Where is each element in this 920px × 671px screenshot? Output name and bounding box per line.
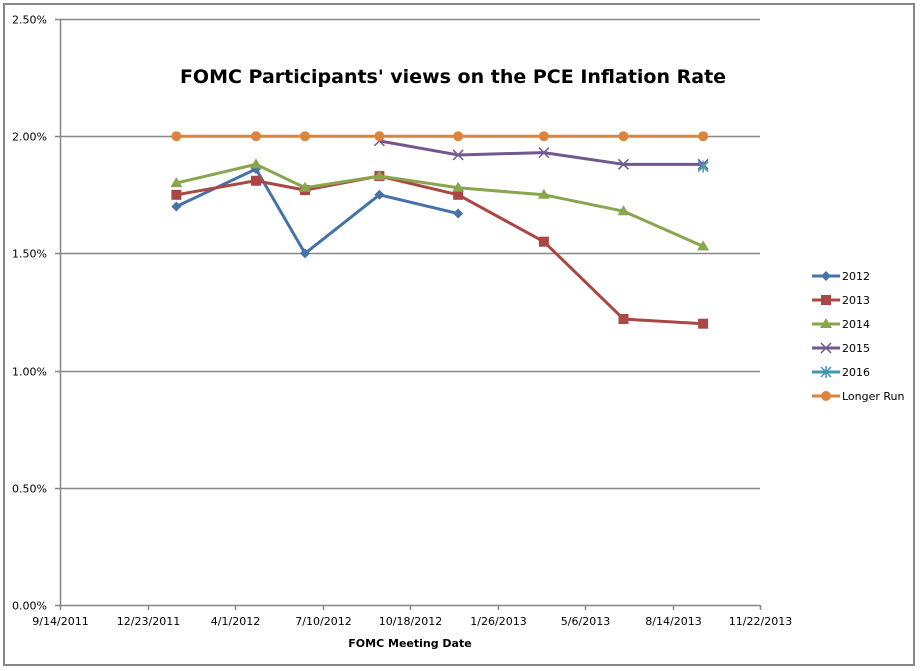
data-point [618, 131, 629, 142]
y-axis-ticks: 0.00% 0.50% 1.00% 1.50% 2.00% 2.50% [12, 14, 60, 613]
data-point [453, 208, 464, 219]
data-point [250, 158, 262, 169]
legend-item: 2016 [812, 366, 870, 379]
y-tick-label: 2.00% [12, 131, 47, 144]
y-tick-label: 0.00% [12, 600, 47, 613]
legend-marker [821, 295, 831, 305]
y-tick-label: 0.50% [12, 483, 47, 496]
legend-marker [820, 366, 832, 378]
legend-label: Longer Run [842, 390, 905, 403]
x-tick-label: 11/22/2013 [729, 615, 792, 628]
legend-item: 2012 [812, 270, 870, 283]
data-point [251, 175, 261, 186]
data-point [618, 314, 629, 325]
series-2016 [697, 160, 709, 173]
legend-marker [821, 271, 831, 281]
x-tick-label: 12/23/2011 [117, 615, 180, 628]
x-tick-label: 4/1/2012 [211, 615, 260, 628]
data-point [300, 248, 310, 259]
legend-item: Longer Run [812, 390, 905, 403]
legend-item: 2013 [812, 294, 870, 307]
legend-label: 2014 [842, 318, 870, 331]
x-tick-label: 10/18/2012 [379, 615, 442, 628]
data-point [374, 131, 385, 142]
data-point [452, 149, 464, 161]
legend-label: 2012 [842, 270, 870, 283]
data-point [537, 188, 550, 199]
x-tick-label: 5/6/2013 [561, 615, 610, 628]
x-axis-label: FOMC Meeting Date [348, 637, 471, 650]
gridlines [60, 18, 760, 490]
data-point [171, 131, 182, 142]
legend-marker [820, 342, 832, 354]
series-line [176, 162, 704, 248]
data-point [251, 131, 261, 142]
series-layer [170, 131, 710, 329]
data-point [453, 189, 464, 200]
x-tick-label: 9/14/2011 [32, 615, 88, 628]
data-point [300, 131, 310, 142]
data-point [171, 201, 182, 212]
legend-marker [820, 318, 832, 328]
legend-item: 2015 [812, 342, 870, 355]
data-point [538, 131, 549, 142]
x-tick-label: 8/14/2013 [645, 615, 701, 628]
data-point [697, 160, 709, 173]
y-tick-label: 1.50% [12, 248, 47, 261]
data-point [299, 181, 311, 192]
series-line [176, 174, 704, 326]
data-point [697, 240, 710, 251]
legend-label: 2015 [842, 342, 870, 355]
axes [59, 19, 760, 607]
chart-title: FOMC Participants' views on the PCE Infl… [180, 66, 726, 88]
legend-marker [821, 391, 831, 401]
data-point [453, 131, 464, 142]
data-point [374, 189, 385, 200]
legend-label: 2013 [842, 294, 870, 307]
data-point [698, 318, 709, 329]
series-2012 [171, 164, 464, 259]
y-tick-label: 1.00% [12, 366, 47, 379]
data-point [171, 189, 182, 200]
legend-item: 2014 [812, 318, 870, 331]
x-tick-label: 7/10/2012 [295, 615, 351, 628]
legend: 2012 2013 2014 2015 2016 Longer Run [812, 270, 905, 403]
series-line [379, 139, 704, 166]
series-2015 [373, 135, 709, 170]
data-point [538, 147, 550, 159]
data-point [170, 177, 183, 188]
series-longer-run [171, 131, 709, 142]
data-point [538, 236, 549, 247]
chart-area [3, 3, 915, 666]
legend-label: 2016 [842, 366, 870, 379]
data-point [698, 131, 709, 142]
data-point [373, 170, 386, 181]
x-axis-ticks: 9/14/2011 12/23/2011 4/1/2012 7/10/2012 10/1… [32, 605, 792, 628]
data-point [617, 158, 630, 170]
series-2014 [170, 158, 710, 251]
data-point [452, 181, 465, 192]
data-point [617, 205, 630, 216]
y-tick-label: 2.50% [12, 14, 47, 27]
x-tick-label: 1/26/2013 [470, 615, 526, 628]
series-2013 [171, 171, 709, 329]
